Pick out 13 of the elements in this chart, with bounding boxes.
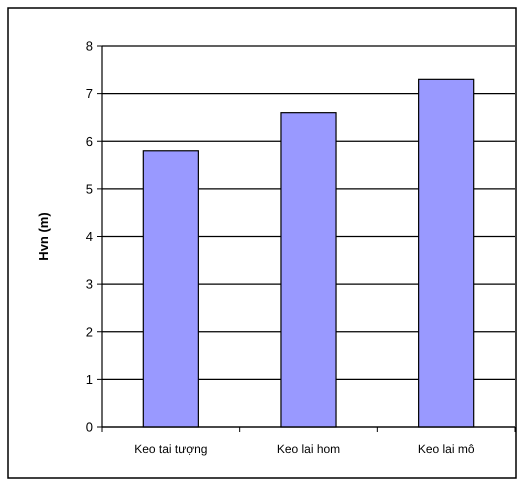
- y-tick-label: 4: [86, 229, 93, 244]
- x-tick-label: Keo lai mô: [418, 442, 475, 456]
- y-tick-label: 0: [86, 420, 93, 435]
- y-tick-label: 1: [86, 372, 93, 387]
- y-tick-label: 2: [86, 324, 93, 340]
- y-tick-label: 3: [86, 276, 93, 292]
- y-tick-label: 6: [86, 134, 93, 149]
- x-tick-label: Keo lai hom: [276, 442, 340, 456]
- y-tick-label: 5: [86, 181, 93, 196]
- x-tick-label: Keo tai tượng: [134, 442, 208, 456]
- y-tick-label: 7: [86, 86, 93, 102]
- y-tick-label: 8: [86, 38, 93, 54]
- y-axis-title: Hvn (m): [36, 212, 51, 261]
